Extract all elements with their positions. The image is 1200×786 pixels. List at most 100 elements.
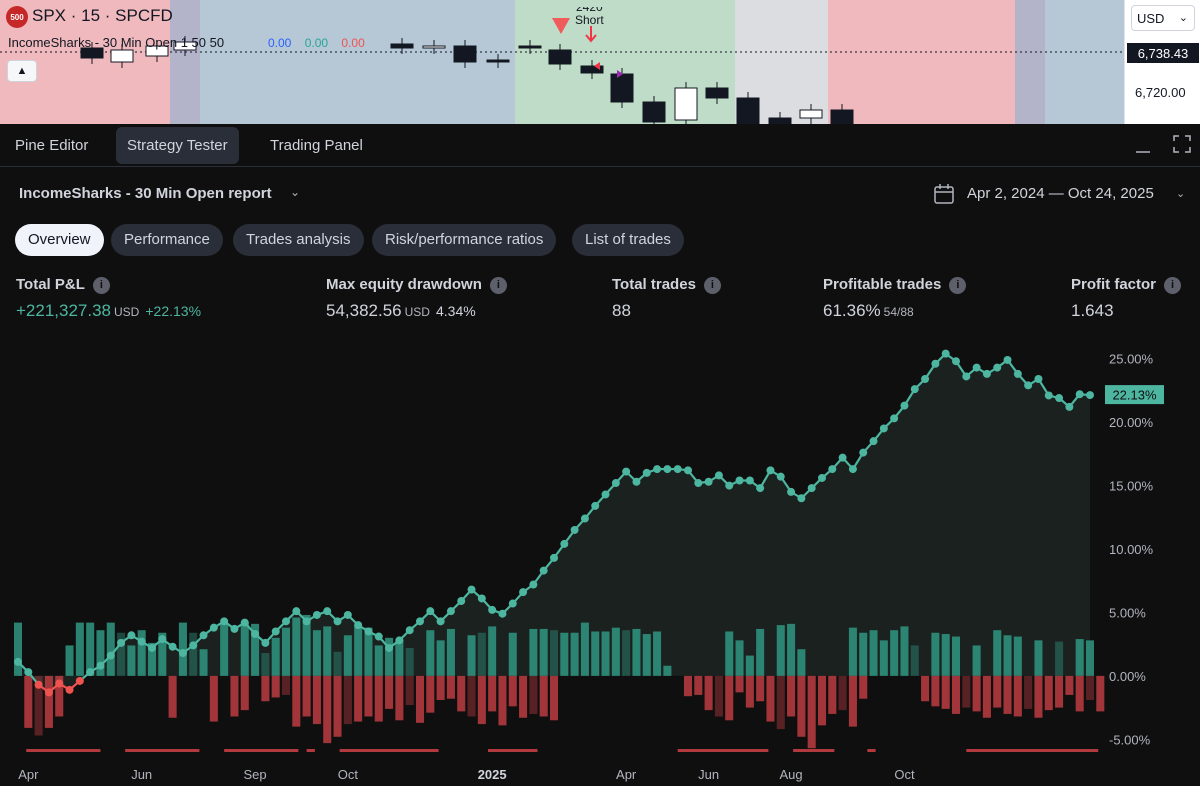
equity-point[interactable] [684,466,692,475]
tab-list-of-trades[interactable]: List of trades [572,224,684,256]
equity-point[interactable] [395,636,404,645]
equity-point[interactable] [1086,391,1094,400]
equity-point[interactable] [601,490,610,499]
equity-point[interactable] [735,476,744,485]
info-icon[interactable]: i [1164,277,1182,294]
info-icon[interactable]: i [949,277,967,294]
equity-point[interactable] [900,401,909,410]
equity-point[interactable] [1013,369,1022,378]
equity-point[interactable] [65,685,74,694]
equity-point[interactable] [704,477,713,486]
equity-point[interactable] [189,641,198,650]
equity-point[interactable] [282,617,290,626]
equity-point[interactable] [725,481,734,490]
equity-point[interactable] [354,621,363,630]
calendar-icon[interactable] [933,183,955,205]
equity-point[interactable] [251,630,260,639]
tab-trades-analysis[interactable]: Trades analysis [233,224,364,256]
equity-point[interactable] [34,680,43,689]
symbol-title[interactable]: SPX · 15 · SPCFD [32,6,173,25]
equity-point[interactable] [745,476,754,485]
equity-point[interactable] [1024,381,1033,390]
equity-point[interactable] [550,553,558,562]
equity-point[interactable] [44,688,53,697]
equity-point[interactable] [261,638,270,647]
price-chart-canvas[interactable] [0,0,1124,124]
equity-point[interactable] [869,437,878,446]
equity-point[interactable] [611,479,620,488]
equity-point[interactable] [838,453,847,462]
equity-point[interactable] [477,594,486,603]
equity-point[interactable] [962,372,971,381]
equity-point[interactable] [158,635,167,644]
equity-point[interactable] [467,585,476,594]
equity-point[interactable] [426,607,435,616]
equity-point[interactable] [374,632,383,641]
equity-point[interactable] [580,514,589,523]
equity-point[interactable] [529,580,538,589]
equity-point[interactable] [199,631,208,640]
equity-point[interactable] [416,617,424,626]
equity-point[interactable] [1075,390,1084,399]
equity-point[interactable] [570,525,579,534]
equity-point[interactable] [168,642,177,651]
equity-point[interactable] [137,637,146,646]
tab-pine-editor[interactable]: Pine Editor [15,137,89,154]
equity-point[interactable] [1034,374,1043,383]
equity-point[interactable] [127,631,136,640]
equity-point[interactable] [828,465,837,474]
tab-trading-panel[interactable]: Trading Panel [270,137,363,154]
equity-point[interactable] [921,374,930,383]
equity-point[interactable] [75,676,84,685]
equity-point[interactable] [148,643,156,652]
tab-overview[interactable]: Overview [15,224,104,256]
equity-point[interactable] [343,610,352,619]
equity-point[interactable] [292,607,301,616]
equity-point[interactable] [446,607,455,616]
equity-point[interactable] [498,609,507,618]
equity-point[interactable] [86,668,95,677]
equity-point[interactable] [508,599,517,608]
equity-point[interactable] [993,363,1002,372]
equity-point[interactable] [488,605,497,614]
equity-point[interactable] [1065,402,1074,411]
chevron-down-icon[interactable]: ⌄ [290,185,301,199]
equity-point[interactable] [879,424,888,433]
equity-point[interactable] [756,484,765,493]
equity-point[interactable] [982,369,991,378]
equity-point[interactable] [941,349,950,358]
collapse-legend-button[interactable]: ▲ [7,60,37,82]
equity-point[interactable] [663,465,672,474]
equity-point[interactable] [323,607,332,616]
equity-point[interactable] [859,448,868,457]
tab-risk-performance-ratios[interactable]: Risk/performance ratios [372,224,557,256]
price-scale[interactable]: USD ⌄ 6,738.43 6,720.00 [1124,0,1200,124]
equity-point[interactable] [364,627,373,636]
equity-point[interactable] [14,657,22,666]
equity-point[interactable] [1044,391,1053,400]
equity-point[interactable] [952,357,960,366]
equity-chart[interactable]: 25.00% 20.00% 15.00% 10.00% 5.00% 0.00% -5.00%… [0,340,1200,786]
equity-point[interactable] [673,465,682,474]
equity-point[interactable] [178,649,187,658]
equity-point[interactable] [106,651,115,660]
equity-point[interactable] [436,617,445,626]
equity-point[interactable] [55,679,64,688]
equity-point[interactable] [220,617,229,626]
equity-point[interactable] [1055,394,1064,403]
equity-point[interactable] [405,626,414,635]
equity-point[interactable] [385,643,394,652]
equity-point[interactable] [24,668,33,677]
equity-point[interactable] [931,359,940,368]
equity-point[interactable] [642,468,651,477]
equity-point[interactable] [632,477,641,486]
equity-point[interactable] [787,487,796,496]
maximize-panel-icon[interactable] [1172,134,1192,154]
equity-point[interactable] [818,473,826,482]
report-title[interactable]: IncomeSharks - 30 Min Open report [19,185,272,202]
info-icon[interactable]: i [703,277,721,294]
equity-point[interactable] [312,610,321,619]
info-icon[interactable]: i [92,277,110,294]
equity-point[interactable] [1003,355,1012,364]
currency-select[interactable]: USD ⌄ [1131,5,1195,31]
